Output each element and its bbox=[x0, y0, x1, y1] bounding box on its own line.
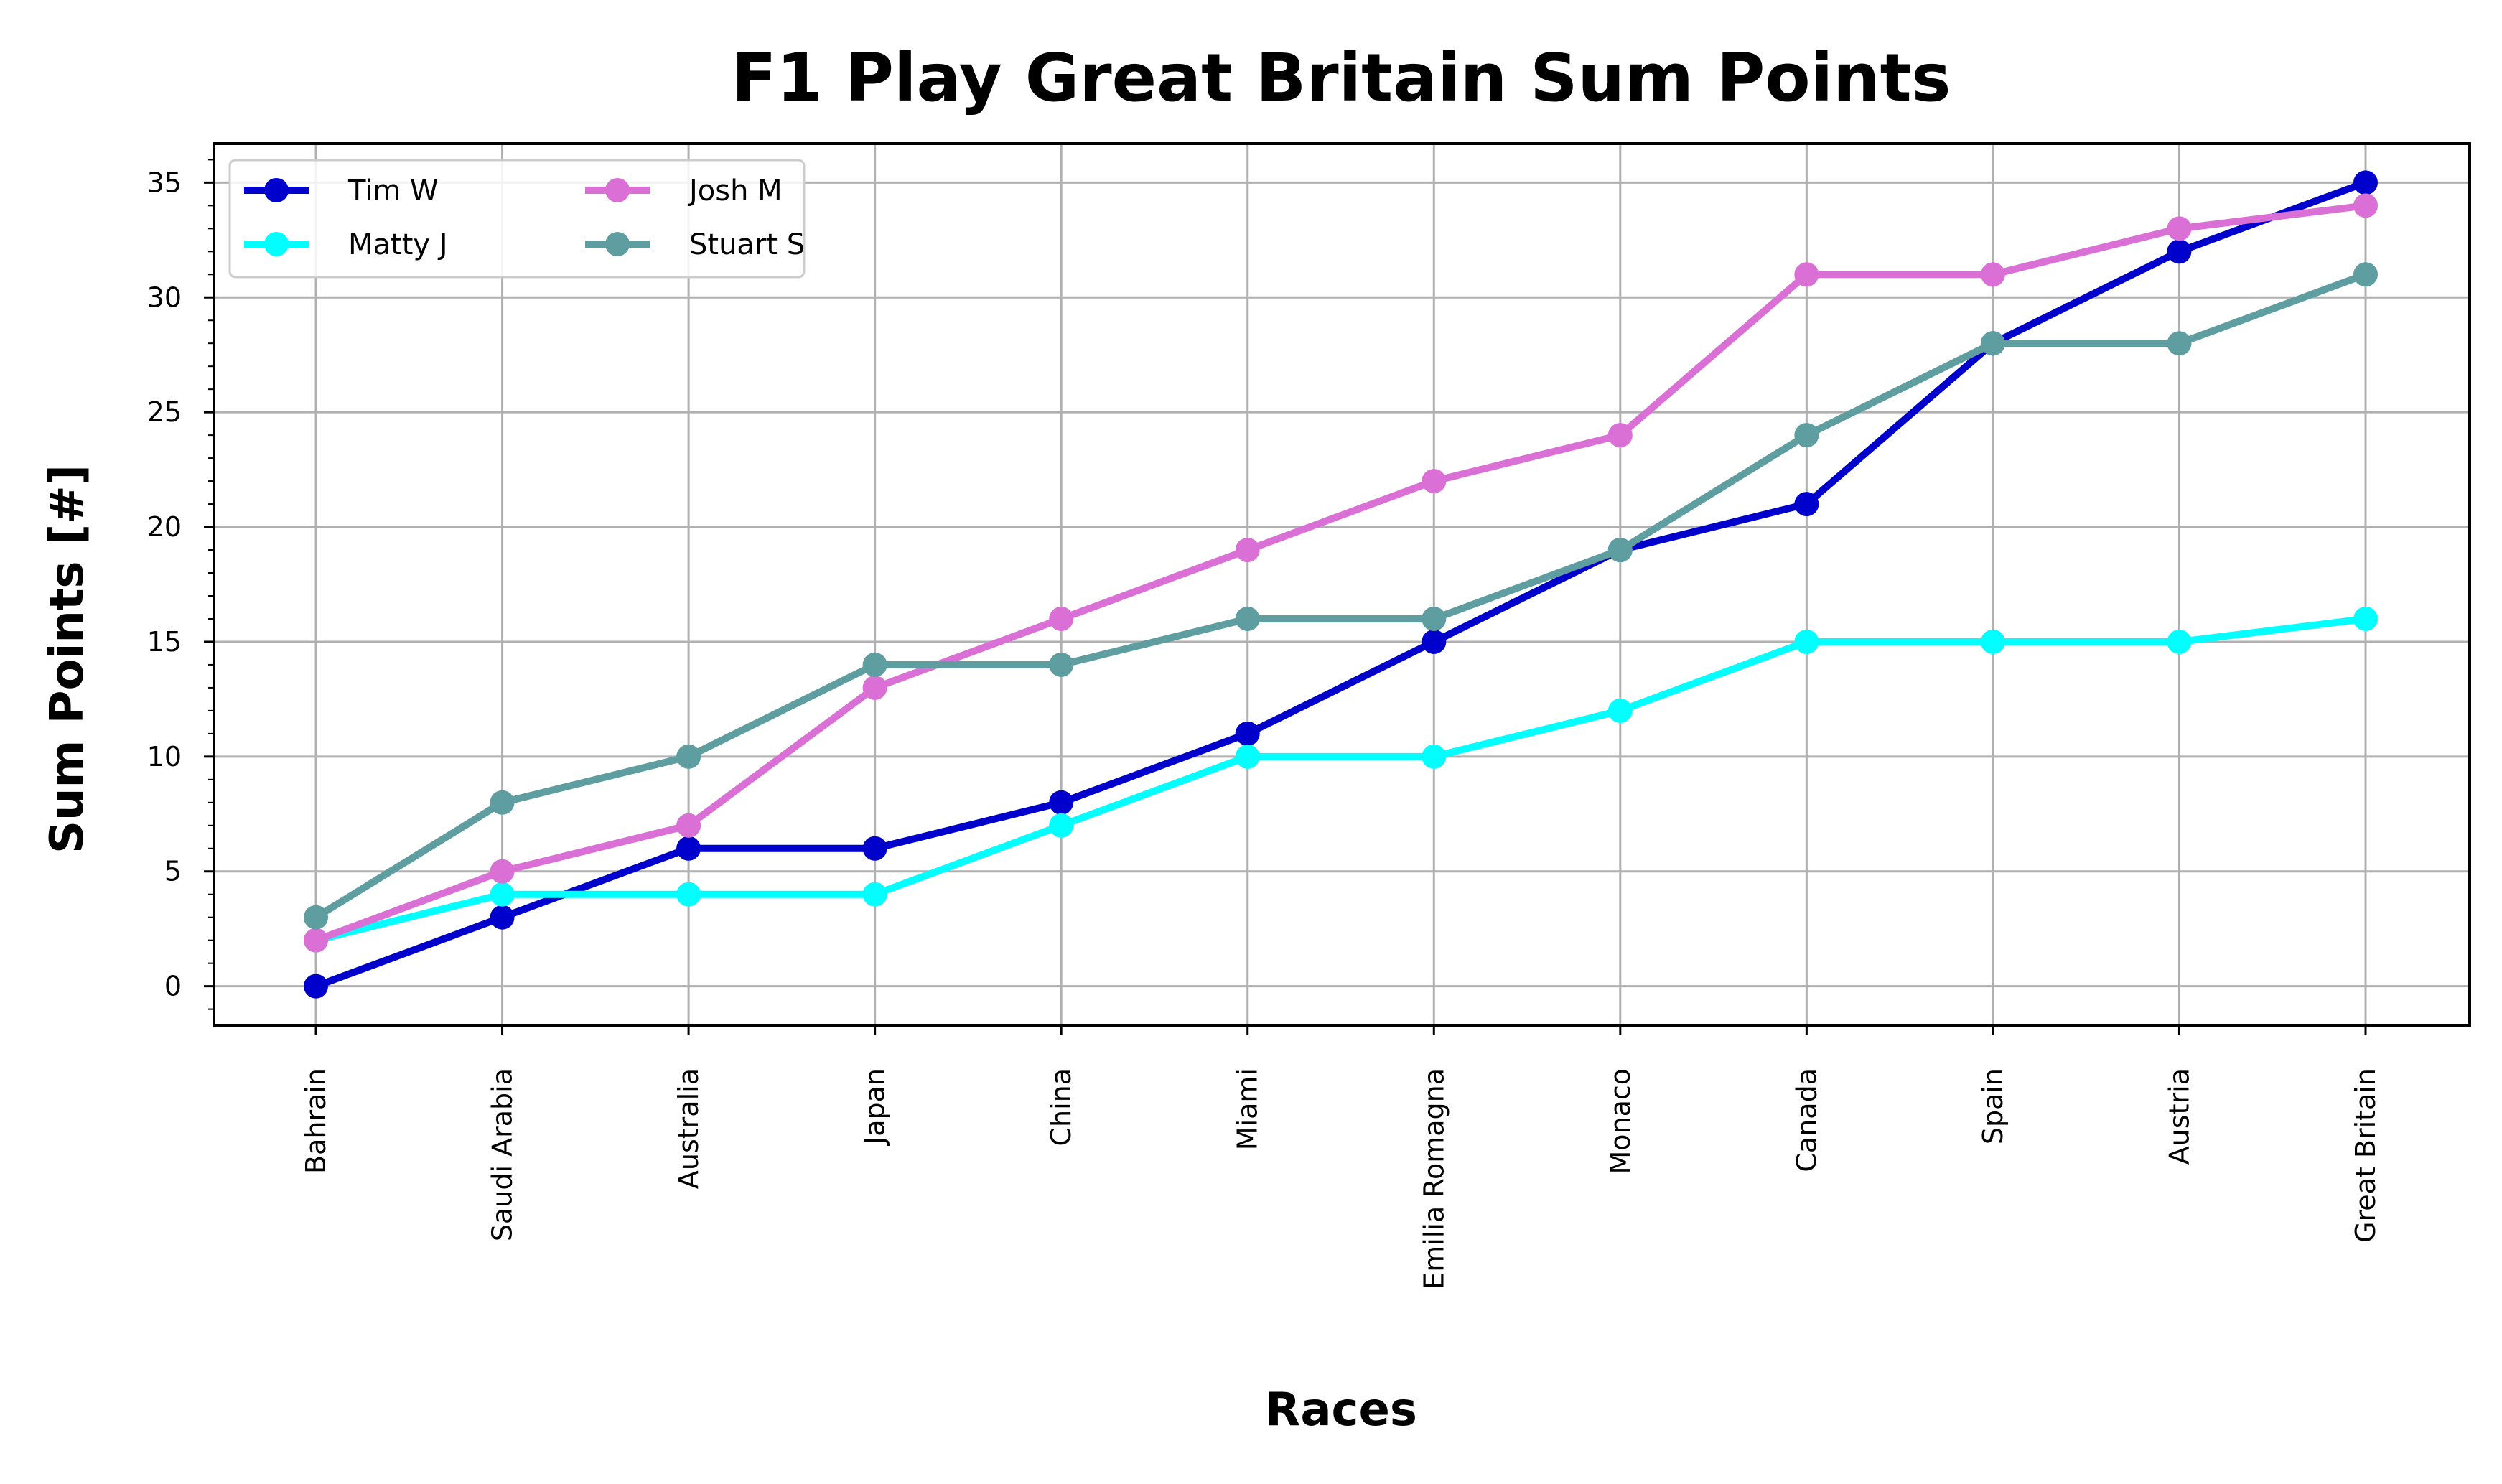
legend-swatch-marker bbox=[264, 232, 289, 256]
y-tick-label: 0 bbox=[164, 971, 182, 1002]
x-tick-label: Saudi Arabia bbox=[487, 1068, 518, 1241]
x-tick-label: China bbox=[1045, 1068, 1077, 1147]
data-point bbox=[304, 928, 328, 953]
data-point bbox=[1794, 492, 1819, 517]
x-tick-label: Canada bbox=[1791, 1068, 1822, 1172]
y-axis-label: Sum Points [#] bbox=[41, 465, 94, 854]
x-tick-label: Austria bbox=[2163, 1068, 2195, 1165]
plot-area-frame bbox=[213, 142, 2471, 1027]
data-point bbox=[862, 836, 887, 861]
data-point bbox=[1980, 262, 2005, 287]
data-point bbox=[1049, 606, 1074, 631]
data-point bbox=[490, 882, 515, 907]
data-point bbox=[676, 882, 701, 907]
data-point bbox=[1422, 629, 1447, 654]
series-line bbox=[312, 615, 2369, 944]
data-point bbox=[2167, 629, 2192, 654]
data-point bbox=[490, 859, 515, 884]
y-tick-label: 30 bbox=[147, 281, 182, 313]
data-point bbox=[676, 744, 701, 769]
data-point bbox=[1794, 262, 1819, 287]
series-josh-m bbox=[304, 193, 2378, 953]
data-point bbox=[2353, 170, 2378, 195]
legend: Tim W Matty J Josh M Stuart S bbox=[228, 159, 806, 279]
data-point bbox=[1235, 538, 1260, 563]
data-point bbox=[1235, 744, 1260, 769]
data-point bbox=[862, 882, 887, 907]
data-point bbox=[1422, 606, 1447, 631]
series-tim-w bbox=[304, 170, 2378, 999]
y-tick-label: 35 bbox=[147, 167, 182, 198]
x-tick-label: Monaco bbox=[1605, 1068, 1636, 1175]
series-matty-j bbox=[304, 606, 2378, 953]
y-tick-label: 15 bbox=[147, 626, 182, 658]
data-point bbox=[2353, 262, 2378, 287]
data-series bbox=[304, 170, 2378, 999]
x-axis-label: Races bbox=[1265, 1383, 1417, 1437]
data-point bbox=[1794, 629, 1819, 654]
data-point bbox=[304, 905, 328, 930]
data-point bbox=[1049, 813, 1074, 838]
data-point bbox=[862, 652, 887, 677]
data-point bbox=[2353, 606, 2378, 631]
data-point bbox=[1049, 790, 1074, 815]
x-tick-label: Bahrain bbox=[300, 1068, 332, 1174]
y-tick-label: 10 bbox=[147, 741, 182, 773]
x-tick-label: Great Britain bbox=[2350, 1068, 2381, 1243]
data-point bbox=[1235, 721, 1260, 746]
data-point bbox=[1980, 629, 2005, 654]
data-point bbox=[676, 836, 701, 861]
legend-swatch-marker bbox=[605, 178, 630, 202]
data-point bbox=[2167, 239, 2192, 264]
legend-item: Josh M bbox=[585, 174, 783, 207]
legend-label: Stuart S bbox=[689, 228, 805, 261]
data-point bbox=[1607, 538, 1633, 563]
legend-label: Matty J bbox=[348, 228, 448, 261]
data-point bbox=[1422, 469, 1447, 494]
data-point bbox=[1235, 606, 1260, 631]
data-point bbox=[2353, 193, 2378, 218]
legend-label: Josh M bbox=[687, 174, 783, 207]
data-point bbox=[1980, 331, 2005, 356]
legend-item: Stuart S bbox=[585, 228, 805, 261]
data-point bbox=[1049, 652, 1074, 677]
legend-swatch-marker bbox=[605, 232, 630, 256]
data-point bbox=[2167, 331, 2192, 356]
legend-item: Matty J bbox=[244, 228, 448, 261]
data-point bbox=[1607, 698, 1633, 723]
x-tick-label: Australia bbox=[673, 1068, 704, 1189]
data-point bbox=[1607, 423, 1633, 448]
data-point bbox=[862, 675, 887, 700]
data-point bbox=[490, 790, 515, 815]
data-point bbox=[676, 813, 701, 838]
series-line bbox=[312, 271, 2369, 921]
y-tick-label: 5 bbox=[164, 856, 182, 887]
legend-swatch-marker bbox=[264, 178, 289, 202]
x-tick-label: Emilia Romagna bbox=[1418, 1068, 1450, 1289]
x-tick-label: Spain bbox=[1977, 1068, 2009, 1144]
data-point bbox=[490, 905, 515, 930]
legend-item: Tim W bbox=[244, 174, 439, 207]
series-line bbox=[312, 202, 2369, 944]
data-point bbox=[1422, 744, 1447, 769]
series-stuart-s bbox=[304, 262, 2378, 930]
chart-title: F1 Play Great Britain Sum Points bbox=[732, 39, 1951, 116]
data-point bbox=[304, 974, 328, 999]
x-tick-label: Japan bbox=[859, 1068, 891, 1146]
data-point bbox=[2167, 216, 2192, 241]
y-tick-label: 25 bbox=[147, 396, 182, 428]
legend-box bbox=[228, 159, 806, 279]
y-tick-label: 20 bbox=[147, 511, 182, 543]
series-line bbox=[312, 179, 2369, 990]
x-tick-label: Miami bbox=[1232, 1068, 1264, 1150]
legend-label: Tim W bbox=[347, 174, 439, 207]
axis-ticks: Bahrain Saudi Arabia Australia Japan China Mi… bbox=[147, 159, 2381, 1289]
data-point bbox=[1794, 423, 1819, 448]
